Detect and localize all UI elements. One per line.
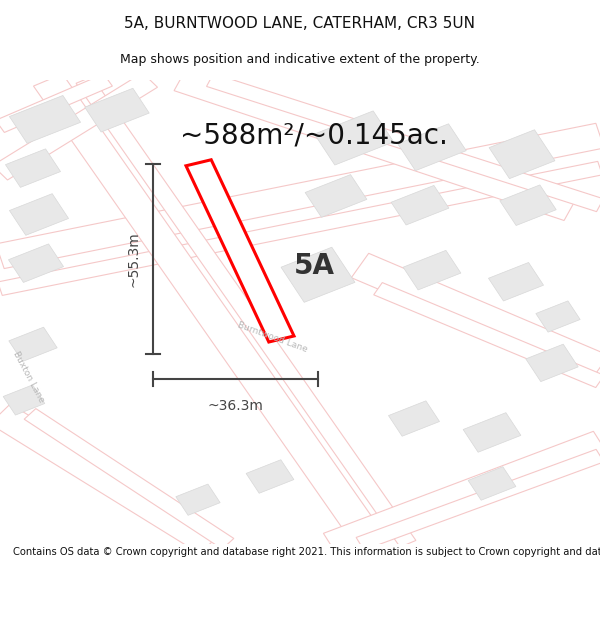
Polygon shape [356,449,600,550]
Bar [488,262,544,301]
Bar [398,124,466,171]
Text: Contains OS data © Crown copyright and database right 2021. This information is : Contains OS data © Crown copyright and d… [13,547,600,557]
Bar [526,344,578,382]
Polygon shape [0,74,112,132]
Polygon shape [323,431,600,554]
Bar [489,130,555,179]
Polygon shape [186,160,294,342]
Bar [463,412,521,452]
Text: Burntwood Lane: Burntwood Lane [237,321,309,354]
Bar [388,401,440,436]
Text: 5A, BURNTWOOD LANE, CATERHAM, CR3 5UN: 5A, BURNTWOOD LANE, CATERHAM, CR3 5UN [125,16,476,31]
Bar [536,301,580,332]
Text: ~588m²/~0.145ac.: ~588m²/~0.145ac. [180,122,448,150]
Text: Map shows position and indicative extent of the property.: Map shows position and indicative extent… [120,54,480,66]
Polygon shape [34,74,386,550]
Bar [468,467,516,500]
Bar [10,96,80,143]
Bar [305,174,367,218]
Polygon shape [76,77,416,547]
Bar [391,186,449,225]
Polygon shape [0,72,157,180]
Polygon shape [174,69,576,221]
Bar [5,149,61,188]
Bar [3,385,45,415]
Text: ~36.3m: ~36.3m [208,399,263,412]
Text: Buxton Lane: Buxton Lane [11,349,46,404]
Text: ~55.3m: ~55.3m [127,231,141,287]
Bar [246,460,294,493]
Bar [10,194,68,235]
Bar [176,484,220,515]
Polygon shape [206,74,600,212]
Polygon shape [374,282,600,388]
Polygon shape [0,123,600,269]
Bar [85,88,149,132]
Bar [500,185,556,226]
Bar [403,251,461,290]
Bar [9,327,57,361]
Bar [8,244,64,282]
Polygon shape [352,253,600,380]
Polygon shape [0,161,600,296]
Polygon shape [24,409,234,549]
Bar [314,111,394,165]
Bar [281,248,355,302]
Polygon shape [0,404,220,554]
Text: 5A: 5A [294,251,335,279]
